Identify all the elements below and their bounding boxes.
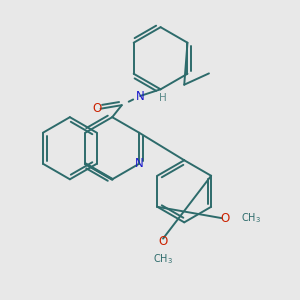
Text: N: N — [136, 89, 145, 103]
Text: O: O — [220, 212, 230, 225]
Text: N: N — [135, 157, 143, 170]
Text: CH$_3$: CH$_3$ — [153, 253, 173, 266]
Text: H: H — [159, 93, 167, 103]
Text: O: O — [92, 102, 102, 115]
Text: CH$_3$: CH$_3$ — [241, 211, 261, 225]
Text: O: O — [158, 235, 168, 248]
